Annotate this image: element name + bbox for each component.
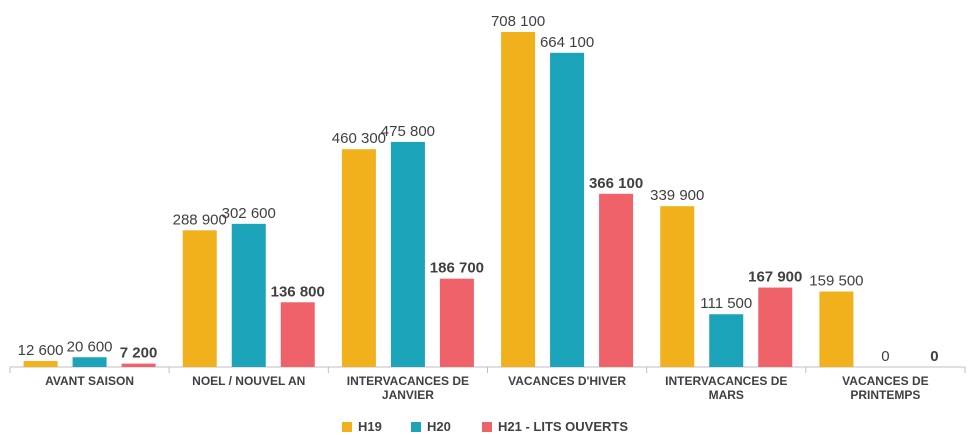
value-label: 7 200 — [120, 345, 158, 362]
value-label: 708 100 — [491, 13, 545, 30]
value-label: 475 800 — [381, 123, 435, 140]
bar — [182, 230, 217, 367]
x-tick-label: VACANCES DE PRINTEMPS — [842, 374, 929, 402]
value-label: 111 500 — [700, 295, 752, 312]
value-label: 136 800 — [271, 283, 325, 300]
value-label: 302 600 — [222, 205, 276, 222]
legend-label: H21 - LITS OUVERTS — [498, 419, 629, 434]
bar — [341, 149, 376, 367]
legend-item: H21 - LITS OUVERTS — [482, 419, 628, 434]
legend-swatch — [411, 421, 421, 432]
bar — [550, 52, 585, 367]
bar — [439, 278, 474, 367]
bar — [280, 302, 315, 367]
x-tick-label: INTERVACANCES DE MARS — [665, 374, 788, 402]
legend-swatch — [482, 421, 492, 432]
value-label: 0 — [881, 348, 889, 365]
value-label: 664 100 — [540, 34, 594, 51]
bar — [121, 363, 156, 367]
bar — [819, 291, 854, 367]
legend-swatch — [342, 421, 352, 432]
value-label: 167 900 — [748, 269, 802, 286]
legend-item: H19 — [342, 419, 382, 434]
bar — [758, 287, 793, 367]
value-label: 339 900 — [650, 187, 704, 204]
value-label: 12 600 — [18, 342, 64, 359]
value-label: 186 700 — [430, 260, 484, 277]
bar — [390, 141, 425, 367]
bar — [709, 314, 744, 367]
x-tick-label: AVANT SAISON — [45, 374, 135, 388]
bar — [599, 193, 634, 367]
bar — [501, 32, 536, 367]
legend-item: H20 — [411, 419, 451, 434]
value-label: 366 100 — [589, 175, 643, 192]
legend-label: H19 — [358, 419, 382, 434]
value-label: 288 900 — [173, 211, 227, 228]
bar — [660, 206, 695, 367]
bar — [231, 223, 266, 367]
x-tick-label: INTERVACANCES DE JANVIER — [346, 374, 470, 402]
value-label: 0 — [930, 348, 938, 365]
value-label: 20 600 — [67, 338, 113, 355]
x-tick-label: NOEL / NOUVEL AN — [192, 374, 306, 388]
x-tick-label: VACANCES D'HIVER — [508, 374, 627, 388]
value-label: 460 300 — [332, 130, 386, 147]
bar — [72, 357, 107, 367]
value-label: 159 500 — [809, 273, 863, 290]
legend-label: H20 — [427, 419, 451, 434]
bar — [23, 361, 58, 367]
